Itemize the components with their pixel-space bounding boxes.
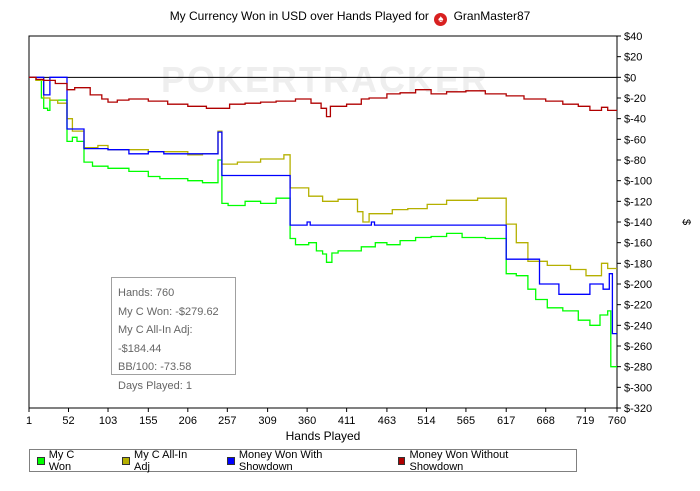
y-tick-label: $-20 — [624, 93, 646, 105]
stat-bb100: BB/100: -73.58 — [118, 361, 192, 373]
chart-title: My Currency Won in USD over Hands Played… — [0, 9, 700, 26]
y-tick-label: $-220 — [624, 300, 652, 312]
y-tick-label: $-320 — [624, 403, 652, 415]
x-tick-label: 257 — [218, 415, 236, 427]
chart-title-text: My Currency Won in USD over Hands Played… — [169, 9, 429, 23]
legend-label: My C Won — [48, 448, 75, 473]
y-tick-label: $-200 — [624, 279, 652, 291]
stat-days: Days Played: 1 — [118, 379, 192, 392]
x-tick-label: 206 — [179, 415, 197, 427]
y-tick-label: $-240 — [624, 320, 652, 332]
legend-swatch — [122, 456, 131, 465]
stat-allin: My C All-In Adj: -$184.44 — [118, 324, 193, 355]
watermark-text: POKERTRACKER — [161, 59, 489, 100]
series-line-money-won-without-showdown — [29, 76, 617, 118]
y-tick-label: $-80 — [624, 155, 646, 167]
x-tick-label: 514 — [417, 415, 435, 427]
y-tick-label: $-280 — [624, 362, 652, 374]
legend-item-with-showdown[interactable]: Money Won With Showdown — [227, 449, 373, 473]
legend-item-all-in-adj[interactable]: My C All-In Adj — [122, 449, 202, 473]
player-name: GranMaster87 — [453, 9, 531, 23]
x-tick-label: 1 — [26, 415, 32, 427]
x-tick-label: 52 — [62, 415, 74, 427]
legend-swatch — [397, 456, 406, 465]
x-tick-label: 411 — [338, 415, 356, 427]
legend-label: Money Won With Showdown — [238, 448, 323, 473]
y-tick-label: $-120 — [624, 196, 652, 208]
y-tick-label: $-300 — [624, 382, 652, 394]
x-tick-label: 617 — [497, 415, 515, 427]
x-axis-label: Hands Played — [286, 429, 361, 443]
legend-swatch — [37, 456, 45, 465]
x-tick-label: 463 — [378, 415, 396, 427]
stats-box: Hands: 760 My C Won: -$279.62 My C All-I… — [111, 277, 236, 392]
y-tick-label: $0 — [624, 72, 636, 84]
y-tick-label: $-60 — [624, 134, 646, 146]
x-tick-label: 360 — [298, 415, 316, 427]
legend: My C Won My C All-In Adj Money Won With … — [29, 448, 577, 473]
y-axis-label: $ — [680, 219, 692, 225]
y-tick-label: $-260 — [624, 341, 652, 353]
x-tick-label: 668 — [537, 415, 555, 427]
legend-swatch — [227, 456, 235, 465]
legend-label: Money Won Without Showdown — [409, 448, 509, 473]
spade-icon: ♠ — [434, 13, 448, 26]
y-tick-label: $20 — [624, 52, 642, 64]
legend-label: My C All-In Adj — [134, 448, 188, 473]
y-tick-label: $-140 — [624, 217, 652, 229]
legend-item-my-c-won[interactable]: My C Won — [37, 449, 97, 473]
series-line-my-c-all-in-adj — [29, 76, 617, 277]
legend-item-without-showdown[interactable]: Money Won Without Showdown — [397, 448, 558, 473]
stat-hands: Hands: 760 — [118, 287, 175, 299]
series-line-my-c-won — [29, 76, 617, 368]
x-tick-label: 155 — [139, 415, 157, 427]
y-tick-label: $40 — [624, 31, 642, 43]
y-tick-label: $-40 — [624, 114, 646, 126]
x-tick-label: 760 — [608, 415, 626, 427]
x-tick-label: 565 — [457, 415, 475, 427]
x-tick-label: 309 — [258, 415, 276, 427]
y-tick-label: $-100 — [624, 176, 652, 188]
stat-won: My C Won: -$279.62 — [118, 305, 219, 318]
x-tick-label: 719 — [576, 415, 594, 427]
series-line-money-won-with-showdown — [29, 76, 617, 335]
x-tick-label: 103 — [99, 415, 117, 427]
y-tick-label: $-160 — [624, 238, 652, 250]
y-tick-label: $-180 — [624, 258, 652, 270]
